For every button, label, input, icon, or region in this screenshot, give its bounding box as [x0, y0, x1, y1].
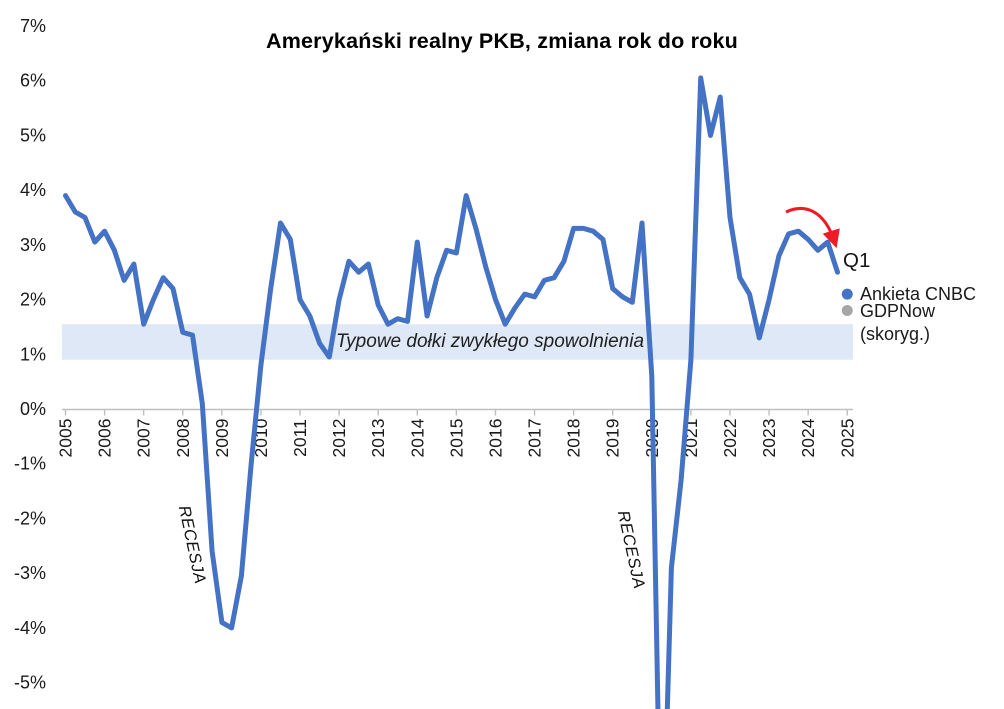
y-tick-label: 6% [20, 71, 46, 91]
forecast-point-cnbc [841, 288, 853, 300]
legend-label-gdpnow: GDPNow (skoryg.) [860, 301, 936, 344]
x-tick-label: 2006 [95, 419, 115, 458]
y-tick-label: -1% [14, 454, 46, 474]
y-tick-label: 2% [20, 290, 46, 310]
q1-annotation: Q1 [843, 249, 871, 272]
x-tick-label: 2012 [329, 419, 349, 458]
legend-label-ankieta-cnbc: Ankieta CNBC [860, 284, 977, 304]
chart-title: Amerykański realny PKB, zmiana rok do ro… [265, 29, 738, 53]
x-tick-label: 2025 [837, 419, 857, 458]
x-tick-label: 2023 [759, 419, 779, 458]
y-tick-label: -2% [14, 508, 46, 528]
y-tick-label: 4% [20, 180, 46, 200]
trend-arrow [785, 207, 840, 249]
x-tick-label: 2008 [173, 419, 193, 458]
y-tick-label: 7% [20, 16, 46, 36]
y-tick-label: -4% [14, 618, 46, 638]
y-tick-label: 1% [20, 344, 46, 364]
gdp-line [63, 75, 840, 709]
x-tick-label: 2007 [134, 419, 154, 458]
x-tick-label: 2005 [56, 419, 76, 458]
x-tick-label: 2009 [212, 419, 232, 458]
x-tick-label: 2018 [564, 419, 584, 458]
y-tick-label: 0% [20, 399, 46, 419]
x-tick-label: 2022 [720, 419, 740, 458]
x-tick-label: 2016 [485, 419, 505, 458]
slowdown-band-label: Typowe dołki zwykłego spowolnienia [335, 331, 645, 352]
y-tick-label: -3% [14, 563, 46, 583]
x-tick-label: 2013 [368, 419, 388, 458]
forecast-point-gdpnow [841, 305, 853, 317]
y-tick-label: 3% [20, 235, 46, 255]
x-tick-label: 2024 [798, 418, 818, 457]
x-tick-label: 2011 [290, 419, 310, 457]
x-tick-label: 2014 [407, 418, 427, 457]
y-tick-label: 5% [20, 125, 46, 145]
y-tick-label: -5% [14, 673, 46, 693]
x-tick-label: 2015 [446, 419, 466, 458]
x-tick-label: 2019 [603, 419, 623, 458]
x-tick-label: 2017 [525, 419, 545, 458]
